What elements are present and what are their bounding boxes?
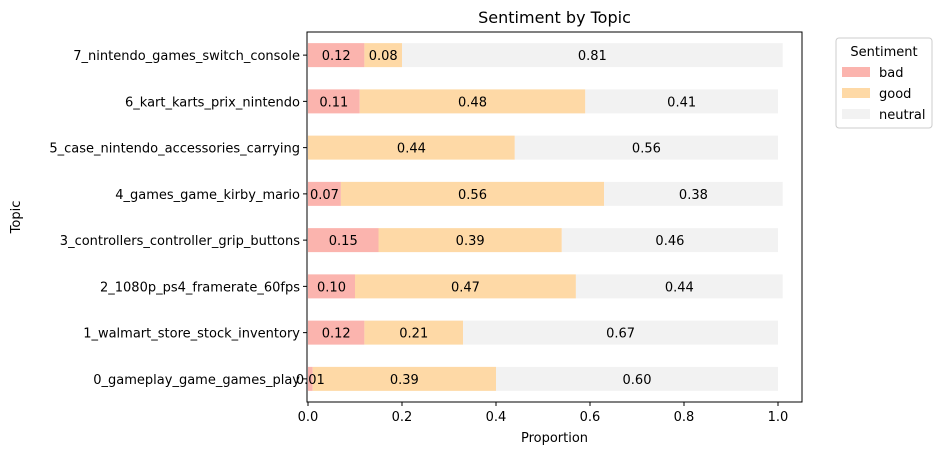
bar-label-good-5: 0.44 [397,142,426,157]
bar-label-neutral-3: 0.46 [655,234,684,249]
bar-good-1 [364,320,464,345]
bar-neutral-3 [561,228,778,253]
y-tick-label: 6_kart_karts_prix_nintendo [125,95,300,110]
bar-neutral-6 [585,89,778,114]
x-tick-label: 0.2 [392,410,413,425]
bar-label-good-7: 0.08 [369,49,398,64]
x-tick-label: 0.8 [674,410,695,425]
y-tick-label: 7_nintendo_games_switch_console [73,49,300,64]
bar-label-neutral-1: 0.67 [606,327,635,342]
bar-label-neutral-7: 0.81 [578,49,607,64]
x-tick-label: 1.0 [768,410,789,425]
legend-items: bad good neutral [842,66,926,123]
x-axis-label: Proportion [521,431,588,446]
legend-title: Sentiment [850,45,917,60]
x-tick-label: 0.4 [486,410,507,425]
bar-neutral-1 [463,320,778,345]
bar-bad-0 [308,366,313,391]
bar-neutral-2 [575,274,783,299]
bar-label-neutral-0: 0.60 [623,373,652,388]
x-tick-label: 0.6 [580,410,601,425]
y-tick-label: 3_controllers_controller_grip_buttons [60,234,300,249]
bar-good-0 [312,366,496,391]
bar-labels-group: 0.01 0.39 0.60 0.12 0.21 0.67 0.10 0.47 0.44 0.15… [296,49,708,388]
bar-label-good-0: 0.39 [390,373,419,388]
legend: Sentiment bad good neutral [835,37,933,129]
bar-good-6 [359,89,586,114]
y-tick-label: 1_walmart_store_stock_inventory [83,327,300,342]
bar-label-good-4: 0.56 [458,188,487,203]
bar-neutral-7 [402,43,783,68]
legend-label-neutral: neutral [879,108,926,123]
bar-label-good-3: 0.39 [456,234,485,249]
bar-label-neutral-6: 0.41 [667,95,696,110]
bar-label-good-2: 0.47 [451,280,480,295]
bar-bad-6 [308,89,360,114]
y-axis-ticks: 0_gameplay_game_games_play 1_walmart_stor… [49,49,307,388]
x-tick-label: 0.0 [298,410,319,425]
bar-neutral-5 [514,135,778,160]
bar-bad-7 [308,43,365,68]
bar-bad-4 [308,181,341,206]
bar-label-bad-3: 0.15 [329,234,358,249]
bar-bad-2 [308,274,355,299]
bar-label-bad-7: 0.12 [322,49,351,64]
bar-neutral-4 [604,181,783,206]
axes-frame [306,31,803,403]
legend-swatch-good [842,88,870,98]
y-tick-label: 0_gameplay_game_games_play [93,373,300,388]
bar-label-bad-2: 0.10 [317,280,346,295]
legend-swatch-neutral [842,109,870,119]
legend-swatch-bad [842,67,870,77]
bar-neutral-0 [496,366,778,391]
bar-label-bad-1: 0.12 [322,327,351,342]
chart-title: Sentiment by Topic [478,8,631,27]
legend-label-bad: bad [879,66,903,81]
bar-label-neutral-5: 0.56 [632,142,661,157]
bar-label-good-6: 0.48 [458,95,487,110]
x-axis-ticks: 0.0 0.2 0.4 0.6 0.8 1.0 [298,402,789,425]
bar-good-3 [378,228,562,253]
bar-good-4 [340,181,605,206]
legend-label-good: good [879,87,911,102]
bar-label-bad-0: 0.01 [296,373,325,388]
bar-label-neutral-4: 0.38 [679,188,708,203]
bar-good-2 [355,274,576,299]
y-tick-label: 5_case_nintendo_accessories_carrying [49,142,300,157]
bar-label-bad-4: 0.07 [310,188,339,203]
legend-box [835,37,933,129]
bar-label-neutral-2: 0.44 [665,280,694,295]
bar-bad-3 [308,228,379,253]
y-tick-label: 4_games_game_kirby_mario [115,188,300,203]
bar-good-7 [364,43,402,68]
bar-bad-1 [308,320,365,345]
y-tick-label: 2_1080p_ps4_framerate_60fps [100,280,300,295]
bar-good-5 [308,135,515,160]
bar-label-good-1: 0.21 [399,327,428,342]
bar-label-bad-6: 0.11 [319,95,348,110]
y-axis-label: Topic [9,201,24,235]
bars-group [308,43,783,391]
